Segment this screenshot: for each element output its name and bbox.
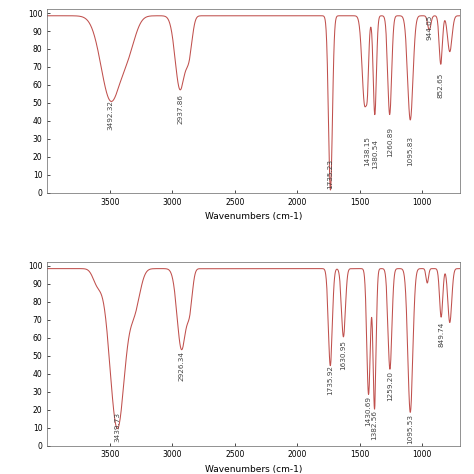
Text: 3492.32: 3492.32 — [108, 100, 114, 130]
Text: 1095.53: 1095.53 — [407, 414, 413, 444]
Text: 1735.92: 1735.92 — [328, 365, 333, 395]
Text: 1095.83: 1095.83 — [407, 136, 413, 166]
Text: 1382.56: 1382.56 — [372, 410, 377, 440]
Text: 1438.15: 1438.15 — [365, 136, 371, 166]
Text: 849.74: 849.74 — [438, 321, 444, 347]
Text: 2937.86: 2937.86 — [177, 94, 183, 125]
Text: 3439.73: 3439.73 — [114, 412, 120, 442]
Text: 1259.20: 1259.20 — [387, 371, 393, 401]
Text: 852.65: 852.65 — [438, 72, 444, 98]
Text: 1430.69: 1430.69 — [365, 396, 372, 426]
Text: 1735.23: 1735.23 — [328, 159, 333, 189]
X-axis label: Wavenumbers (cm-1): Wavenumbers (cm-1) — [205, 465, 302, 474]
Text: 1630.95: 1630.95 — [340, 340, 346, 370]
Text: 1260.89: 1260.89 — [387, 127, 392, 157]
Text: 2926.34: 2926.34 — [179, 351, 184, 381]
Text: 1380.54: 1380.54 — [372, 139, 378, 169]
Text: 944.05: 944.05 — [426, 15, 432, 40]
X-axis label: Wavenumbers (cm-1): Wavenumbers (cm-1) — [205, 212, 302, 221]
